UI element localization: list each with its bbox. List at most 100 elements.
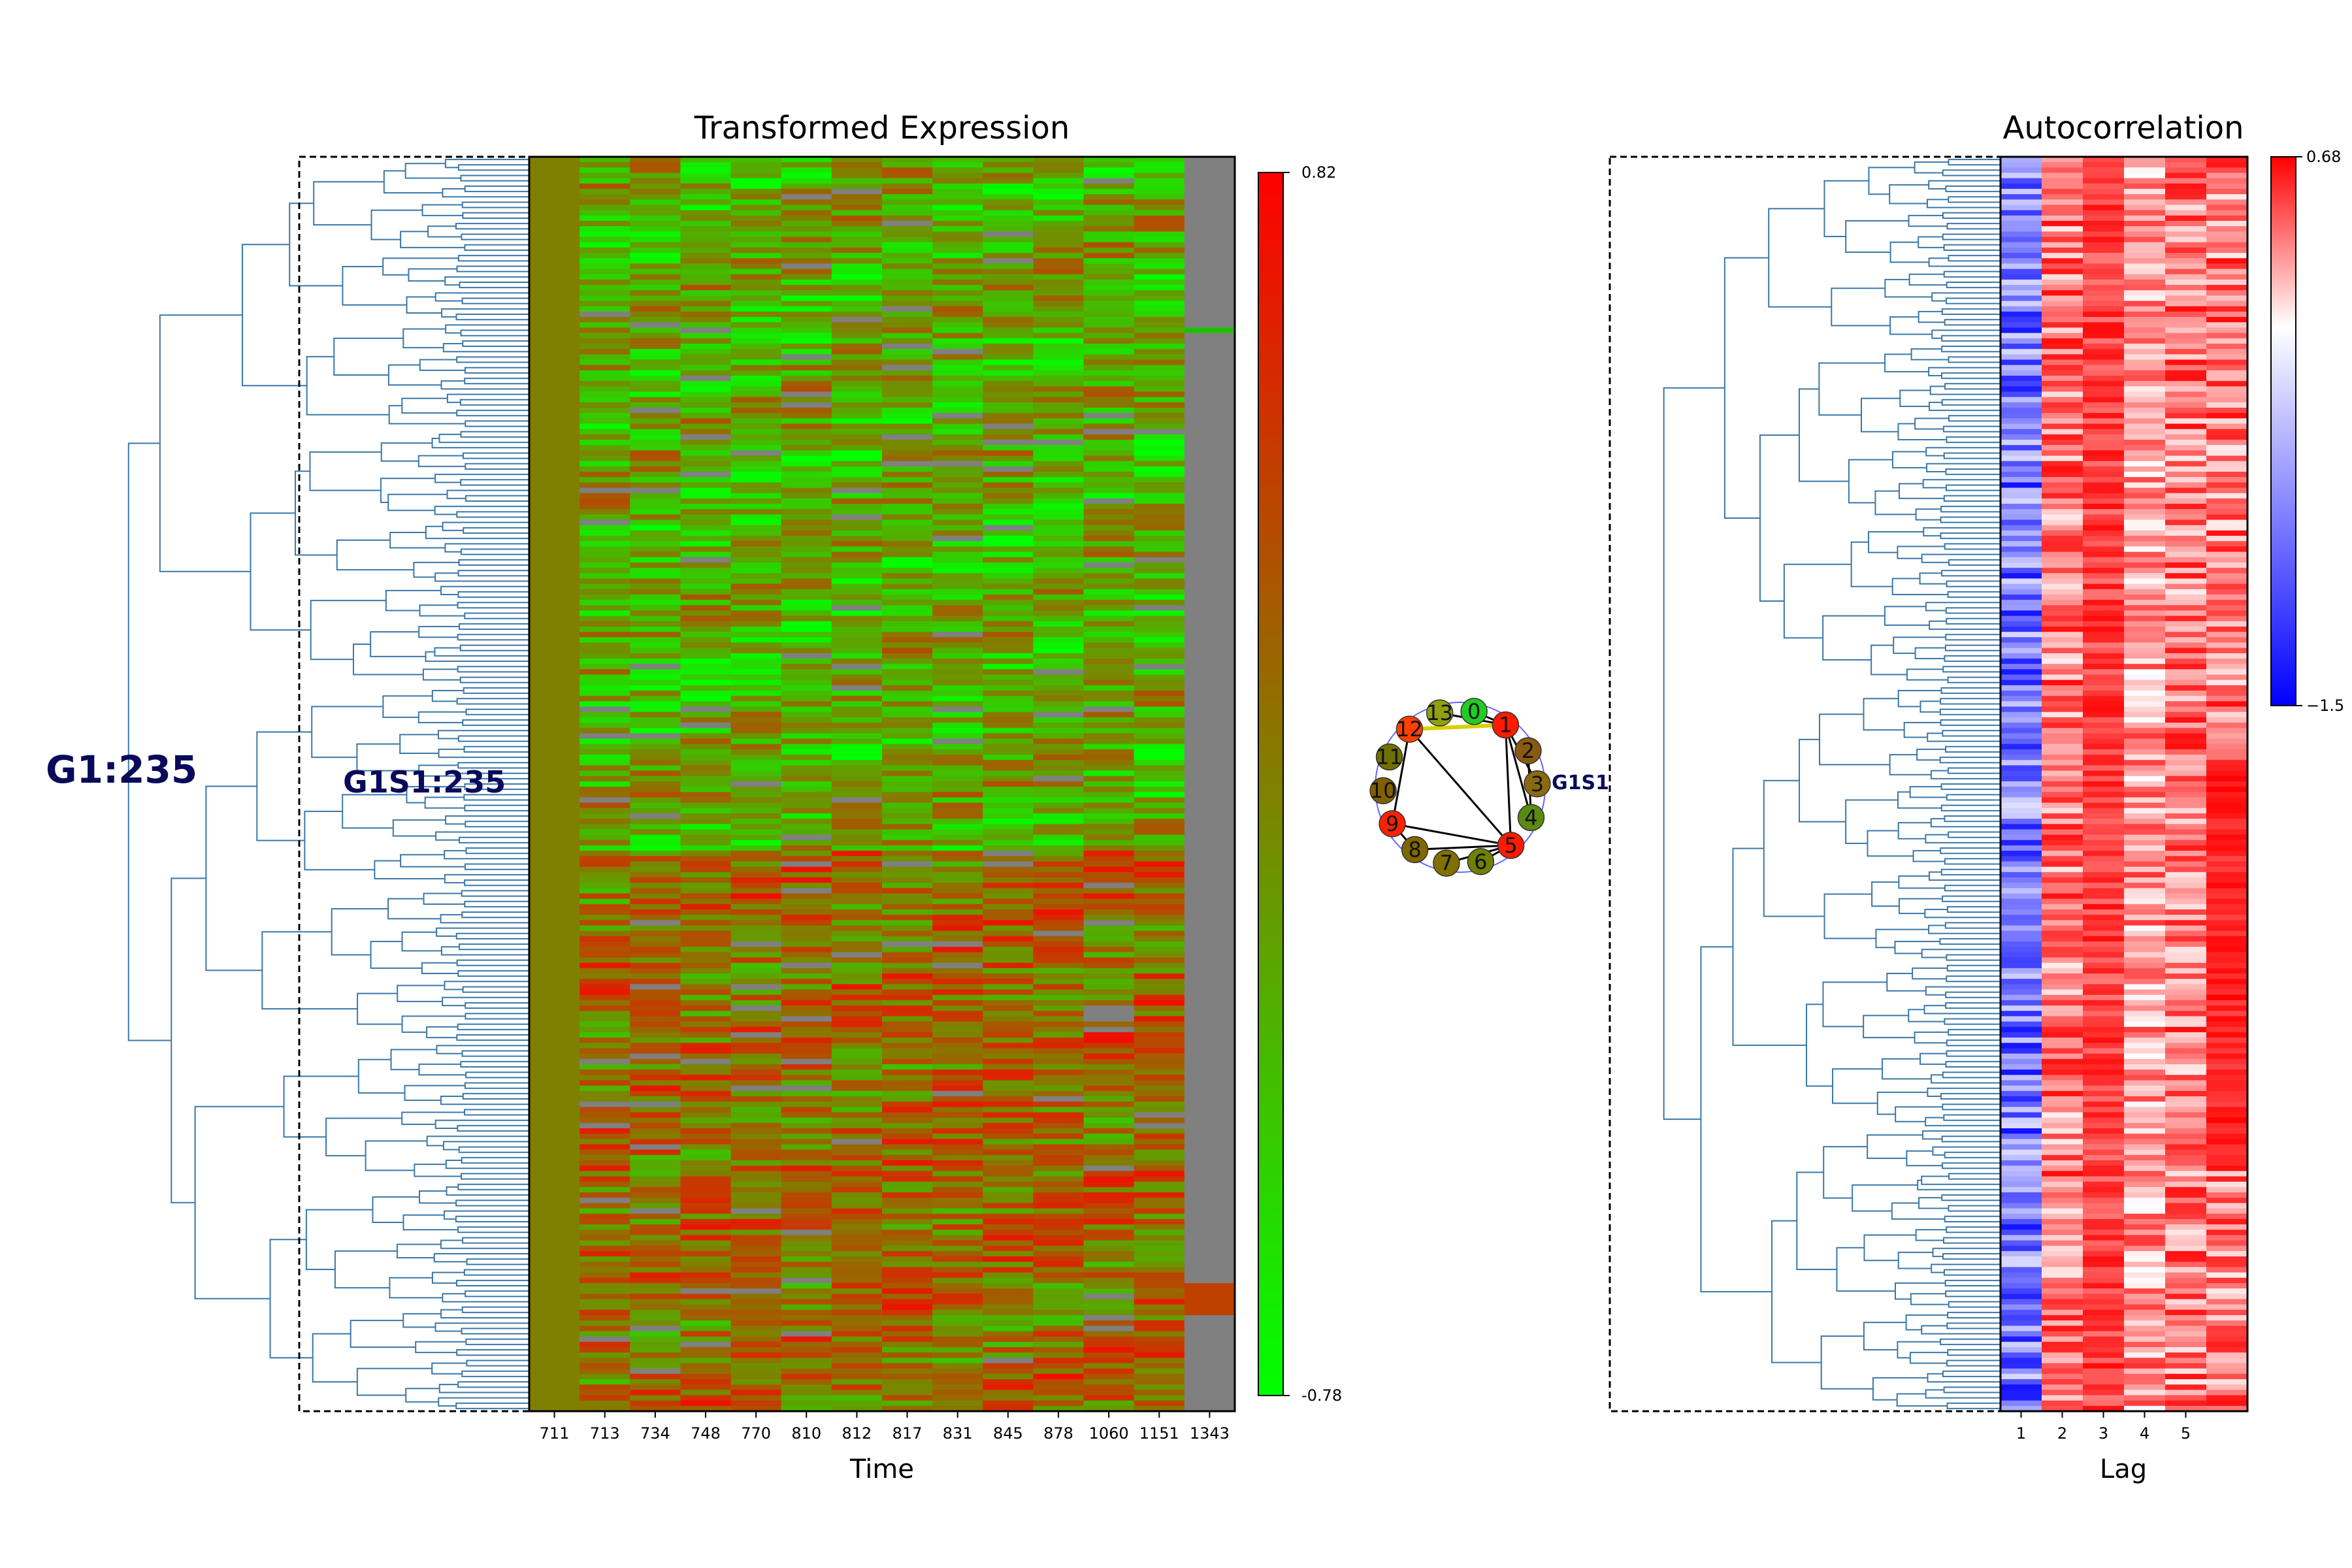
expression-cell	[1134, 247, 1185, 253]
expression-cell	[781, 1021, 832, 1028]
expression-cell	[781, 440, 832, 446]
expression-cell	[983, 402, 1034, 408]
autocorrelation-cell	[2042, 733, 2083, 740]
expression-cell	[983, 504, 1034, 510]
autocorrelation-cell	[2165, 386, 2207, 392]
expression-cell	[1134, 487, 1185, 494]
expression-cell	[1184, 1026, 1235, 1033]
autocorrelation-cell	[2165, 711, 2207, 718]
expression-panel: G1:235 G1S1:235 Transformed Expression 7…	[46, 110, 1342, 1484]
expression-cell	[680, 930, 732, 937]
expression-cell	[831, 621, 883, 627]
expression-cell	[1134, 215, 1185, 221]
expression-cell	[983, 600, 1034, 606]
autocorrelation-cell	[2083, 909, 2125, 915]
expression-cell	[1033, 1309, 1085, 1316]
expression-cell	[1134, 994, 1185, 1001]
expression-cell	[831, 1379, 883, 1385]
expression-cell	[1033, 1198, 1085, 1203]
expression-cell	[1184, 215, 1235, 221]
expression-cell	[932, 226, 983, 232]
expression-cell	[882, 215, 933, 221]
expression-cell	[1033, 530, 1085, 536]
expression-cell	[882, 984, 933, 990]
expression-cell	[1134, 659, 1185, 664]
expression-cell	[781, 210, 832, 216]
expression-cell	[529, 429, 580, 435]
expression-cell	[781, 472, 832, 478]
expression-cell	[1083, 674, 1135, 681]
expression-cell	[1033, 1016, 1085, 1022]
expression-cell	[831, 285, 883, 291]
expression-cell	[831, 1267, 883, 1273]
expression-cell	[680, 1384, 732, 1390]
expression-cell	[1134, 1107, 1185, 1113]
expression-cell	[983, 269, 1034, 275]
expression-cell	[680, 1000, 732, 1006]
autocorrelation-cell	[2001, 269, 2042, 275]
expression-cell	[932, 1149, 983, 1156]
autocorrelation-cell	[2042, 269, 2083, 275]
expression-cell	[680, 568, 732, 574]
expression-cell	[529, 760, 580, 766]
expression-cell	[983, 1075, 1034, 1081]
expression-cell	[730, 696, 782, 702]
expression-cell	[1134, 1379, 1185, 1385]
expression-cell	[983, 247, 1034, 253]
autocorrelation-cell	[2042, 679, 2083, 686]
expression-cell	[1184, 685, 1235, 691]
expression-cell	[932, 1053, 983, 1060]
expression-cell	[529, 327, 580, 334]
expression-cell	[831, 295, 883, 302]
dendrogram-link	[289, 203, 343, 287]
expression-cell	[882, 883, 933, 889]
expression-cell	[1083, 386, 1135, 392]
expression-cell	[781, 194, 832, 200]
expression-cell	[580, 1166, 630, 1171]
expression-cell	[1033, 973, 1085, 979]
autocorrelation-cell	[2124, 1336, 2166, 1343]
expression-cell	[781, 327, 832, 334]
expression-cell	[680, 877, 732, 883]
expression-cell	[983, 898, 1034, 905]
expression-cell	[529, 525, 580, 531]
expression-cell	[983, 519, 1034, 526]
expression-cell	[1134, 877, 1185, 883]
expression-cell	[831, 605, 883, 611]
expression-cell	[1033, 1384, 1085, 1390]
expression-cell	[680, 589, 732, 595]
autocorrelation-cell	[2165, 674, 2207, 681]
autocorrelation-cell	[2042, 1011, 2083, 1017]
autocorrelation-cell	[2042, 551, 2083, 558]
autocorrelation-cell	[2042, 755, 2083, 760]
expression-cell	[1184, 487, 1235, 494]
autocorrelation-cell	[2042, 1373, 2083, 1380]
autocorrelation-cell	[2042, 1154, 2083, 1161]
expression-cell	[932, 637, 983, 643]
autocorrelation-cell	[2083, 541, 2125, 547]
expression-cell	[1184, 936, 1235, 942]
expression-cell	[730, 408, 782, 414]
expression-cell	[983, 1272, 1034, 1279]
expression-cell	[831, 1171, 883, 1177]
autocorrelation-cell	[2001, 1267, 2042, 1273]
expression-cell	[1134, 573, 1185, 579]
expression-cell	[831, 349, 883, 355]
autocorrelation-cell	[2083, 199, 2125, 206]
expression-cell	[1184, 482, 1235, 489]
dendrogram-link	[1942, 233, 2001, 240]
expression-cell	[680, 1405, 732, 1412]
expression-cell	[1033, 514, 1085, 521]
expression-cell	[1083, 615, 1135, 622]
expression-cell	[932, 642, 983, 649]
expression-cell	[529, 898, 580, 905]
dendrogram-link	[1921, 1130, 2001, 1140]
expression-cell	[781, 1171, 832, 1177]
expression-cell	[730, 915, 782, 921]
expression-cell	[730, 877, 782, 883]
expression-cell	[781, 925, 832, 932]
dendrogram-link	[1899, 389, 1931, 407]
expression-cell	[882, 797, 933, 804]
expression-cell	[580, 247, 630, 253]
expression-cell	[882, 1181, 933, 1188]
